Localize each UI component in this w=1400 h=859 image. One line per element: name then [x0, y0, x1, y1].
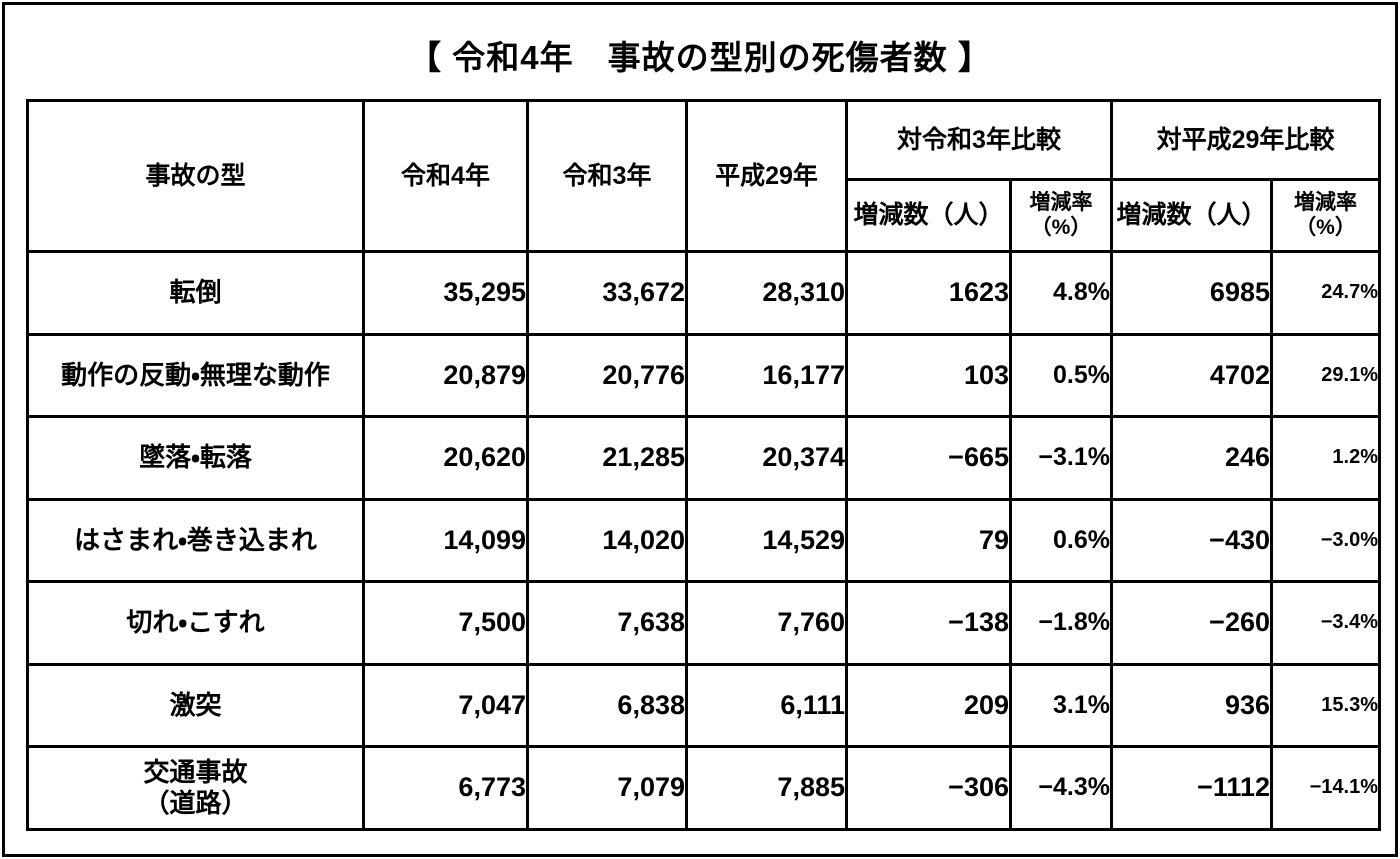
- col-group-vs-heisei29: 対平成29年比較: [1110, 99, 1381, 181]
- value-cell: 7,885: [685, 745, 848, 831]
- value-cell: 14,529: [685, 497, 848, 583]
- value-cell: 7,760: [685, 580, 848, 666]
- diff-count-cell: 936: [1110, 662, 1273, 748]
- accident-type-cell: 動作の反動・無理な動作: [26, 332, 365, 418]
- diff-rate-cell: −3.4%: [1270, 580, 1381, 666]
- value-cell: 21,285: [526, 415, 688, 501]
- value-cell: 20,620: [362, 415, 529, 501]
- col-group-vs-reiwa3: 対令和3年比較: [845, 99, 1113, 181]
- col-header-diff-count-vs-heisei29: 増減数（人）: [1110, 178, 1273, 253]
- page-title: 【 令和4年 事故の型別の死傷者数 】: [408, 39, 992, 76]
- diff-count-cell: −430: [1110, 497, 1273, 583]
- value-cell: 35,295: [362, 250, 529, 336]
- col-header-diff-rate-vs-reiwa3: 増減率 （%）: [1009, 178, 1113, 253]
- diff-count-cell: 79: [845, 497, 1012, 583]
- col-header-heisei29: 平成29年: [685, 99, 848, 253]
- value-cell: 16,177: [685, 332, 848, 418]
- value-cell: 7,638: [526, 580, 688, 666]
- value-cell: 14,099: [362, 497, 529, 583]
- header-row-groups: 事故の型 令和4年 令和3年 平成29年 対令和3年比較 対平成29年比較: [26, 99, 1381, 253]
- value-cell: 6,773: [362, 745, 529, 831]
- diff-count-cell: −665: [845, 415, 1012, 501]
- header-row-subcolumns: 増減数（人） 増減率 （%） 増減数（人） 増減率 （%）: [28, 178, 1381, 253]
- value-cell: 7,500: [362, 580, 529, 666]
- diff-count-cell: −260: [1110, 580, 1273, 666]
- diff-rate-cell: 24.7%: [1270, 250, 1381, 336]
- diff-rate-cell: −3.0%: [1270, 497, 1381, 583]
- value-cell: 14,020: [526, 497, 688, 583]
- diff-rate-cell: −1.8%: [1009, 580, 1113, 666]
- accident-type-cell: 墜落・転落: [26, 415, 365, 501]
- value-cell: 20,776: [526, 332, 688, 418]
- col-header-reiwa3: 令和3年: [526, 99, 688, 253]
- col-header-accident-type: 事故の型: [26, 99, 365, 253]
- accident-type-cell: はさまれ・巻き込まれ: [26, 497, 365, 583]
- accident-type-cell: 切れ・こすれ: [26, 580, 365, 666]
- diff-rate-cell: 3.1%: [1009, 662, 1113, 748]
- diff-count-cell: 6985: [1110, 250, 1273, 336]
- diff-rate-cell: 1.2%: [1270, 415, 1381, 501]
- value-cell: 20,879: [362, 332, 529, 418]
- table-row-fall: 転倒 35,295 33,672 28,310 1623 4.8% 6985 2…: [26, 250, 1381, 336]
- diff-count-cell: 1623: [845, 250, 1012, 336]
- accident-type-cell: 激突: [26, 662, 365, 748]
- diff-rate-cell: −4.3%: [1009, 745, 1113, 831]
- value-cell: 7,079: [526, 745, 688, 831]
- col-header-diff-rate-vs-heisei29: 増減率 （%）: [1270, 178, 1381, 253]
- diff-count-cell: 103: [845, 332, 1012, 418]
- value-cell: 28,310: [685, 250, 848, 336]
- diff-count-cell: −138: [845, 580, 1012, 666]
- diff-rate-cell: 4.8%: [1009, 250, 1113, 336]
- table-row-traffic-accident: 交通事故 （道路） 6,773 7,079 7,885 −306 −4.3% −…: [26, 745, 1381, 831]
- casualties-by-accident-type-table: 事故の型 令和4年 令和3年 平成29年 対令和3年比較 対平成29年比較 増減…: [26, 99, 1381, 831]
- diff-rate-cell: −3.1%: [1009, 415, 1113, 501]
- diff-rate-cell: 29.1%: [1270, 332, 1381, 418]
- value-cell: 7,047: [362, 662, 529, 748]
- value-cell: 6,111: [685, 662, 848, 748]
- diff-rate-cell: 0.5%: [1009, 332, 1113, 418]
- table-row-fall-from-height: 墜落・転落 20,620 21,285 20,374 −665 −3.1% 24…: [26, 415, 1381, 501]
- value-cell: 33,672: [526, 250, 688, 336]
- table-row-collision: 激突 7,047 6,838 6,111 209 3.1% 936 15.3%: [26, 662, 1381, 748]
- accident-type-cell: 交通事故 （道路）: [26, 745, 365, 831]
- diff-count-cell: −306: [845, 745, 1012, 831]
- diff-rate-cell: −14.1%: [1270, 745, 1381, 831]
- value-cell: 6,838: [526, 662, 688, 748]
- col-header-diff-count-vs-reiwa3: 増減数（人）: [845, 178, 1012, 253]
- diff-rate-cell: 15.3%: [1270, 662, 1381, 748]
- diff-rate-cell: 0.6%: [1009, 497, 1113, 583]
- diff-count-cell: 209: [845, 662, 1012, 748]
- accident-type-cell: 転倒: [26, 250, 365, 336]
- diff-count-cell: 246: [1110, 415, 1273, 501]
- diff-count-cell: −1112: [1110, 745, 1273, 831]
- value-cell: 20,374: [685, 415, 848, 501]
- table-row-caught-in: はさまれ・巻き込まれ 14,099 14,020 14,529 79 0.6% …: [26, 497, 1381, 583]
- col-header-reiwa4: 令和4年: [362, 99, 529, 253]
- table-row-cut-abrasion: 切れ・こすれ 7,500 7,638 7,760 −138 −1.8% −260…: [26, 580, 1381, 666]
- diff-count-cell: 4702: [1110, 332, 1273, 418]
- table-row-reaction-motion: 動作の反動・無理な動作 20,879 20,776 16,177 103 0.5…: [26, 332, 1381, 418]
